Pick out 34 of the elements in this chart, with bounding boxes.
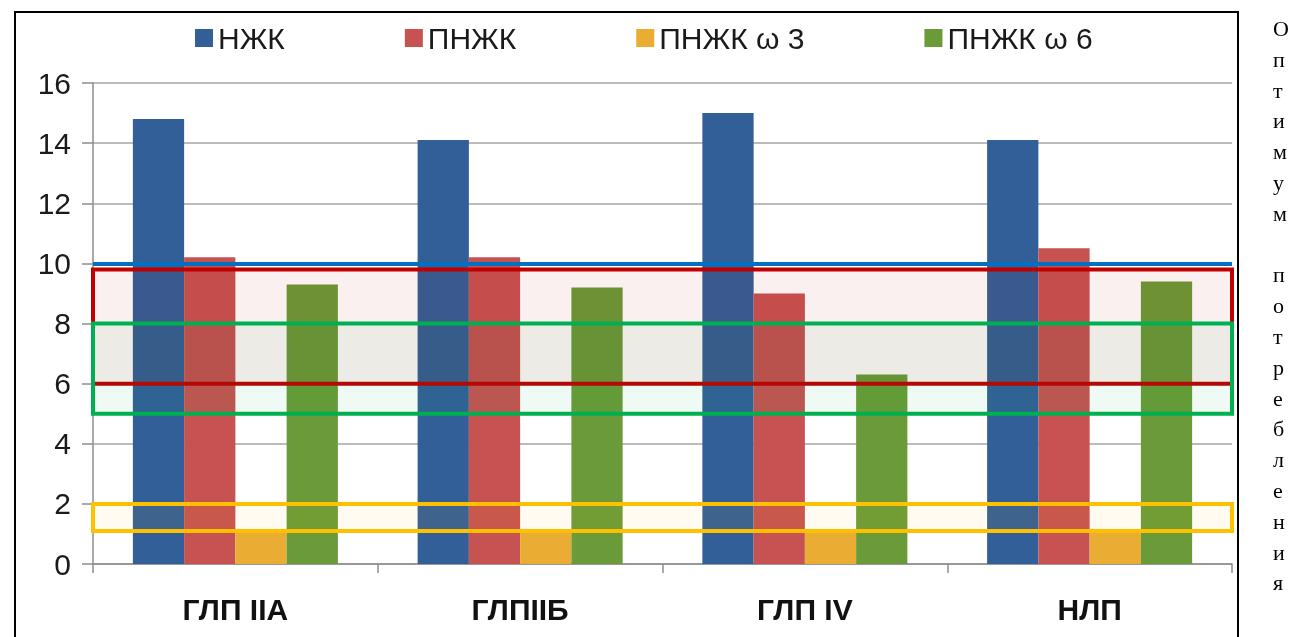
legend-label: ПНЖК ω 6 bbox=[947, 21, 1093, 55]
bar bbox=[987, 140, 1039, 564]
bar bbox=[184, 257, 236, 564]
bar bbox=[468, 257, 521, 564]
y-tick-label: 0 bbox=[54, 547, 71, 581]
bar bbox=[753, 293, 805, 564]
bar bbox=[132, 119, 185, 564]
legend-label: НЖК bbox=[218, 21, 286, 55]
y-tick-label: 4 bbox=[54, 427, 71, 461]
x-tick-label: НЛП bbox=[1057, 592, 1122, 626]
y-tick-label: 12 bbox=[37, 186, 71, 220]
y-tick-label: 10 bbox=[37, 246, 71, 280]
y-tick-label: 6 bbox=[54, 367, 71, 401]
legend-label: ПНЖК ω 3 bbox=[659, 21, 805, 55]
bar bbox=[856, 374, 908, 564]
bar bbox=[702, 113, 754, 564]
bar bbox=[571, 287, 623, 564]
x-tick-label: ГЛП IIA bbox=[182, 592, 289, 626]
bar bbox=[1038, 248, 1090, 564]
legend-label: ПНЖК bbox=[427, 21, 517, 55]
y-tick-label: 16 bbox=[37, 66, 71, 100]
bar bbox=[1140, 281, 1193, 564]
bar bbox=[804, 530, 857, 564]
y-tick-label: 8 bbox=[54, 307, 71, 340]
x-tick-label: ГЛПIIБ bbox=[471, 592, 569, 626]
bar bbox=[286, 284, 338, 564]
y-tick-label: 14 bbox=[37, 126, 71, 160]
x-tick-label: ГЛП IV bbox=[757, 592, 853, 626]
bar bbox=[520, 530, 572, 564]
y-tick-label: 2 bbox=[54, 487, 71, 521]
bar bbox=[1089, 530, 1141, 564]
text: Оптимум потребления bbox=[1273, 16, 1289, 596]
bar bbox=[235, 530, 287, 564]
bar bbox=[417, 140, 469, 564]
